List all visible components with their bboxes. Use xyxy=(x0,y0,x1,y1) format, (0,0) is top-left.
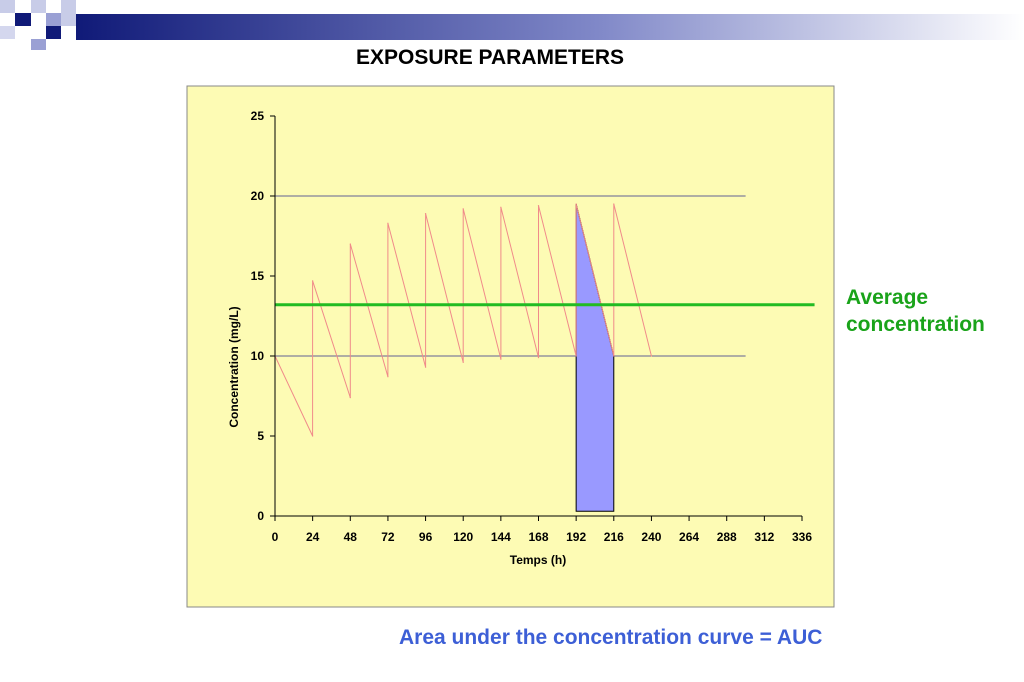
y-tick-label: 15 xyxy=(251,269,265,283)
banner-square xyxy=(15,13,31,26)
curve-point xyxy=(462,361,464,363)
y-tick-label: 25 xyxy=(251,109,265,123)
x-tick-label: 48 xyxy=(344,530,358,544)
curve-point xyxy=(424,366,427,368)
average-label-line1: Average xyxy=(846,286,929,309)
curve-point xyxy=(312,435,314,437)
x-tick-label: 312 xyxy=(754,530,774,544)
curve-point xyxy=(613,355,615,357)
curve-point xyxy=(500,358,502,360)
x-axis-label: Temps (h) xyxy=(510,553,566,567)
y-tick-label: 5 xyxy=(257,429,264,443)
concentration-curve xyxy=(274,203,652,437)
banner-square xyxy=(0,0,15,13)
curve-point xyxy=(537,205,540,207)
gridlines xyxy=(275,195,746,357)
curve-point xyxy=(575,203,577,205)
banner-square xyxy=(31,39,46,50)
x-tick-label: 24 xyxy=(306,530,320,544)
x-axis-ticks: 0 24 48 72 96 120 144 168 192 216 240 264 288 312 336 xyxy=(272,516,812,544)
average-label-line2: concentration xyxy=(846,313,985,336)
x-tick-label: 72 xyxy=(381,530,395,544)
x-tick-label: 168 xyxy=(528,530,548,544)
curve-point xyxy=(613,203,615,205)
curve-point xyxy=(424,213,427,215)
banner-gradient-bar xyxy=(76,14,1024,40)
y-axis-ticks: 0 5 10 15 20 25 xyxy=(251,109,275,523)
curve-point xyxy=(500,206,502,208)
curve-point xyxy=(575,355,577,357)
x-tick-label: 0 xyxy=(272,530,279,544)
y-tick-label: 0 xyxy=(257,509,264,523)
banner-square xyxy=(46,13,61,26)
x-tick-label: 240 xyxy=(641,530,661,544)
x-tick-label: 216 xyxy=(604,530,624,544)
curve-point xyxy=(349,243,351,245)
y-tick-label: 10 xyxy=(251,349,265,363)
curve-point xyxy=(462,208,464,210)
banner-square xyxy=(61,13,76,26)
curve-point xyxy=(312,280,314,282)
x-tick-label: 144 xyxy=(491,530,511,544)
x-tick-label: 192 xyxy=(566,530,586,544)
curve-point xyxy=(387,376,389,378)
slide-title: EXPOSURE PARAMETERS xyxy=(356,46,624,69)
banner-square xyxy=(31,0,46,13)
auc-caption: Area under the concentration curve = AUC xyxy=(399,626,823,649)
x-tick-label: 120 xyxy=(453,530,473,544)
banner-square xyxy=(46,26,61,39)
curve-point xyxy=(349,397,351,399)
x-tick-label: 288 xyxy=(717,530,737,544)
y-tick-label: 20 xyxy=(251,189,265,203)
curve-point xyxy=(387,222,389,224)
banner-square xyxy=(61,0,76,13)
average-concentration-label: Average concentration xyxy=(846,284,985,338)
plot-area-background xyxy=(186,85,835,608)
banner-square xyxy=(0,26,15,39)
y-axis-label: Concentration (mg/L) xyxy=(227,306,241,427)
x-tick-label: 264 xyxy=(679,530,699,544)
x-tick-label: 336 xyxy=(792,530,812,544)
header-banner-decoration xyxy=(0,0,1024,50)
curve-point xyxy=(537,357,540,359)
curve-point xyxy=(650,355,653,357)
x-tick-label: 96 xyxy=(419,530,433,544)
